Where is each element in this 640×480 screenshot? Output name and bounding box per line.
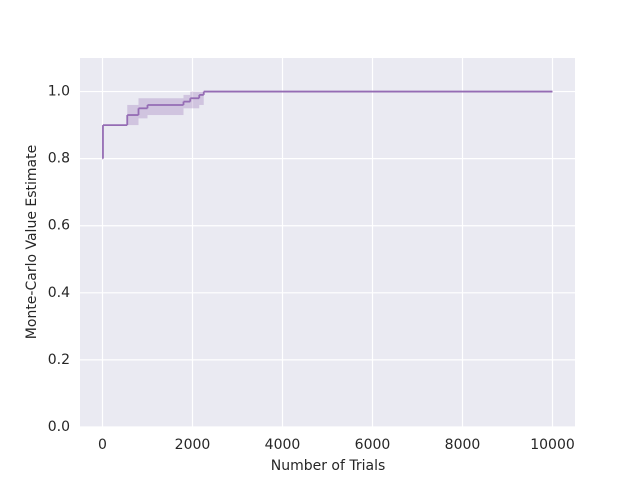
confidence-band: [147, 98, 184, 116]
x-tick-label: 2000: [175, 437, 211, 453]
confidence-band: [199, 91, 204, 105]
x-tick-label: 6000: [355, 437, 391, 453]
y-tick-label: 0.4: [48, 285, 70, 301]
x-axis-label: Number of Trials: [271, 458, 386, 474]
y-tick-label: 1.0: [48, 84, 70, 100]
x-tick-label: 0: [98, 437, 107, 453]
y-tick-label: 0.0: [48, 419, 70, 435]
plot-area: [80, 58, 575, 427]
y-axis-label: Monte-Carlo Value Estimate: [24, 145, 40, 339]
x-tick-label: 4000: [265, 437, 301, 453]
y-tick-label: 0.2: [48, 352, 70, 368]
x-tick-label: 10000: [530, 437, 575, 453]
x-tick-label: 8000: [445, 437, 481, 453]
y-tick-label: 0.6: [48, 218, 70, 234]
y-tick-label: 0.8: [48, 151, 70, 167]
confidence-band: [190, 91, 200, 109]
